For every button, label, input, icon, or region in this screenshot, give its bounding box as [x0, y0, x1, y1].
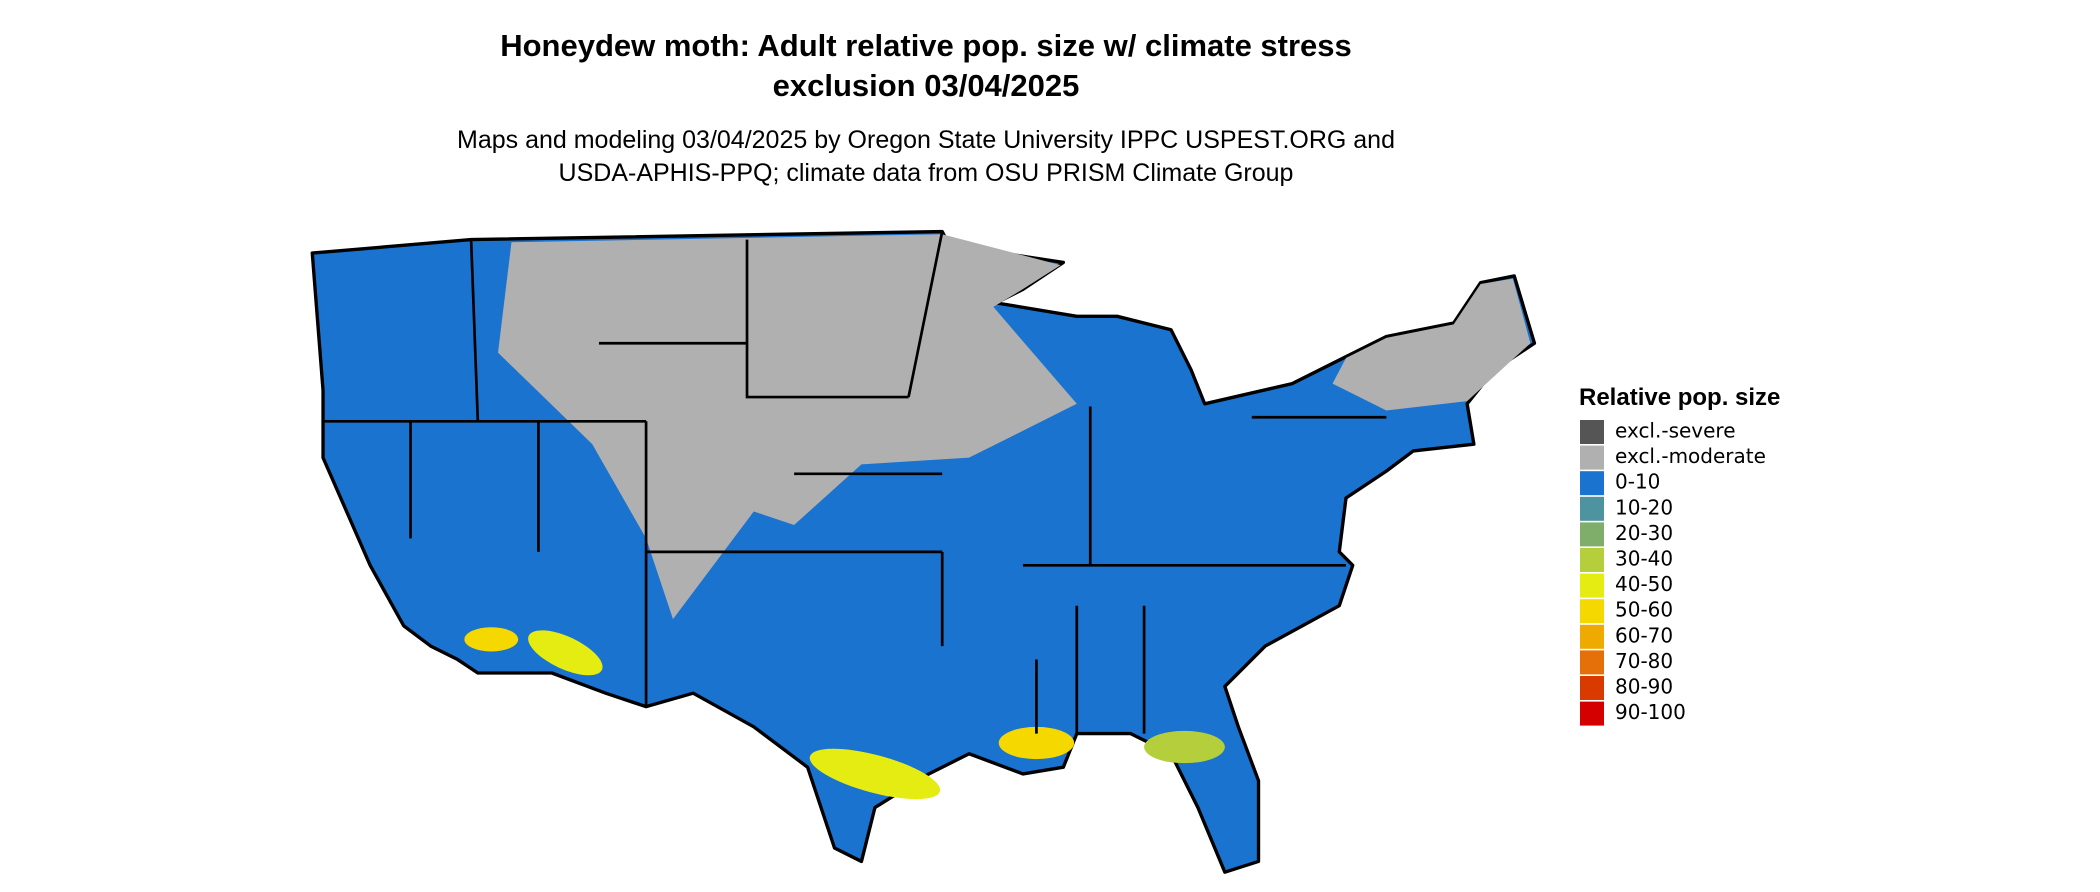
legend-label: 40-50 [1615, 572, 1673, 596]
suitable-area [464, 627, 519, 652]
legend-label: 20-30 [1615, 521, 1673, 545]
legend-label: 30-40 [1615, 547, 1673, 571]
excluded-region [498, 234, 1077, 620]
legend-label: 50-60 [1615, 598, 1673, 622]
state-borders [323, 231, 1387, 734]
suitable-area [528, 630, 603, 676]
legend-swatch [1580, 573, 1604, 598]
title-line: exclusion 03/04/2025 [773, 68, 1080, 103]
legend-swatch [1580, 496, 1604, 521]
legend: excl.-severeexcl.-moderate0-1010-2020-30… [1580, 419, 1766, 726]
legend-label: 80-90 [1615, 675, 1673, 699]
legend-label: 0-10 [1615, 470, 1660, 494]
legend-label: excl.-severe [1615, 419, 1736, 443]
suitable-area [809, 748, 941, 800]
legend-swatch [1580, 471, 1604, 496]
subtitle-line: Maps and modeling 03/04/2025 by Oregon S… [457, 126, 1395, 154]
legend-label: 90-100 [1615, 700, 1686, 724]
legend-swatch [1580, 624, 1604, 649]
legend-swatch [1580, 548, 1604, 572]
legend-swatch [1580, 599, 1604, 624]
suitable-area [1144, 730, 1225, 764]
legend-swatch [1580, 445, 1604, 470]
suitable-area [998, 726, 1075, 760]
legend-label: excl.-moderate [1615, 444, 1766, 468]
map [310, 229, 1537, 874]
legend-label: 10-20 [1615, 495, 1673, 519]
legend-swatch [1580, 420, 1604, 444]
title-line: Honeydew moth: Adult relative pop. size … [500, 28, 1352, 63]
legend-swatch [1580, 701, 1604, 726]
legend-swatch [1580, 650, 1604, 675]
legend-swatch [1580, 522, 1604, 547]
excluded-region [1332, 278, 1531, 411]
legend-swatch [1580, 676, 1604, 700]
subtitle-line: USDA-APHIS-PPQ; climate data from OSU PR… [559, 159, 1294, 187]
legend-title: Relative pop. size [1579, 384, 1780, 411]
legend-label: 60-70 [1615, 623, 1673, 647]
legend-label: 70-80 [1615, 649, 1673, 673]
